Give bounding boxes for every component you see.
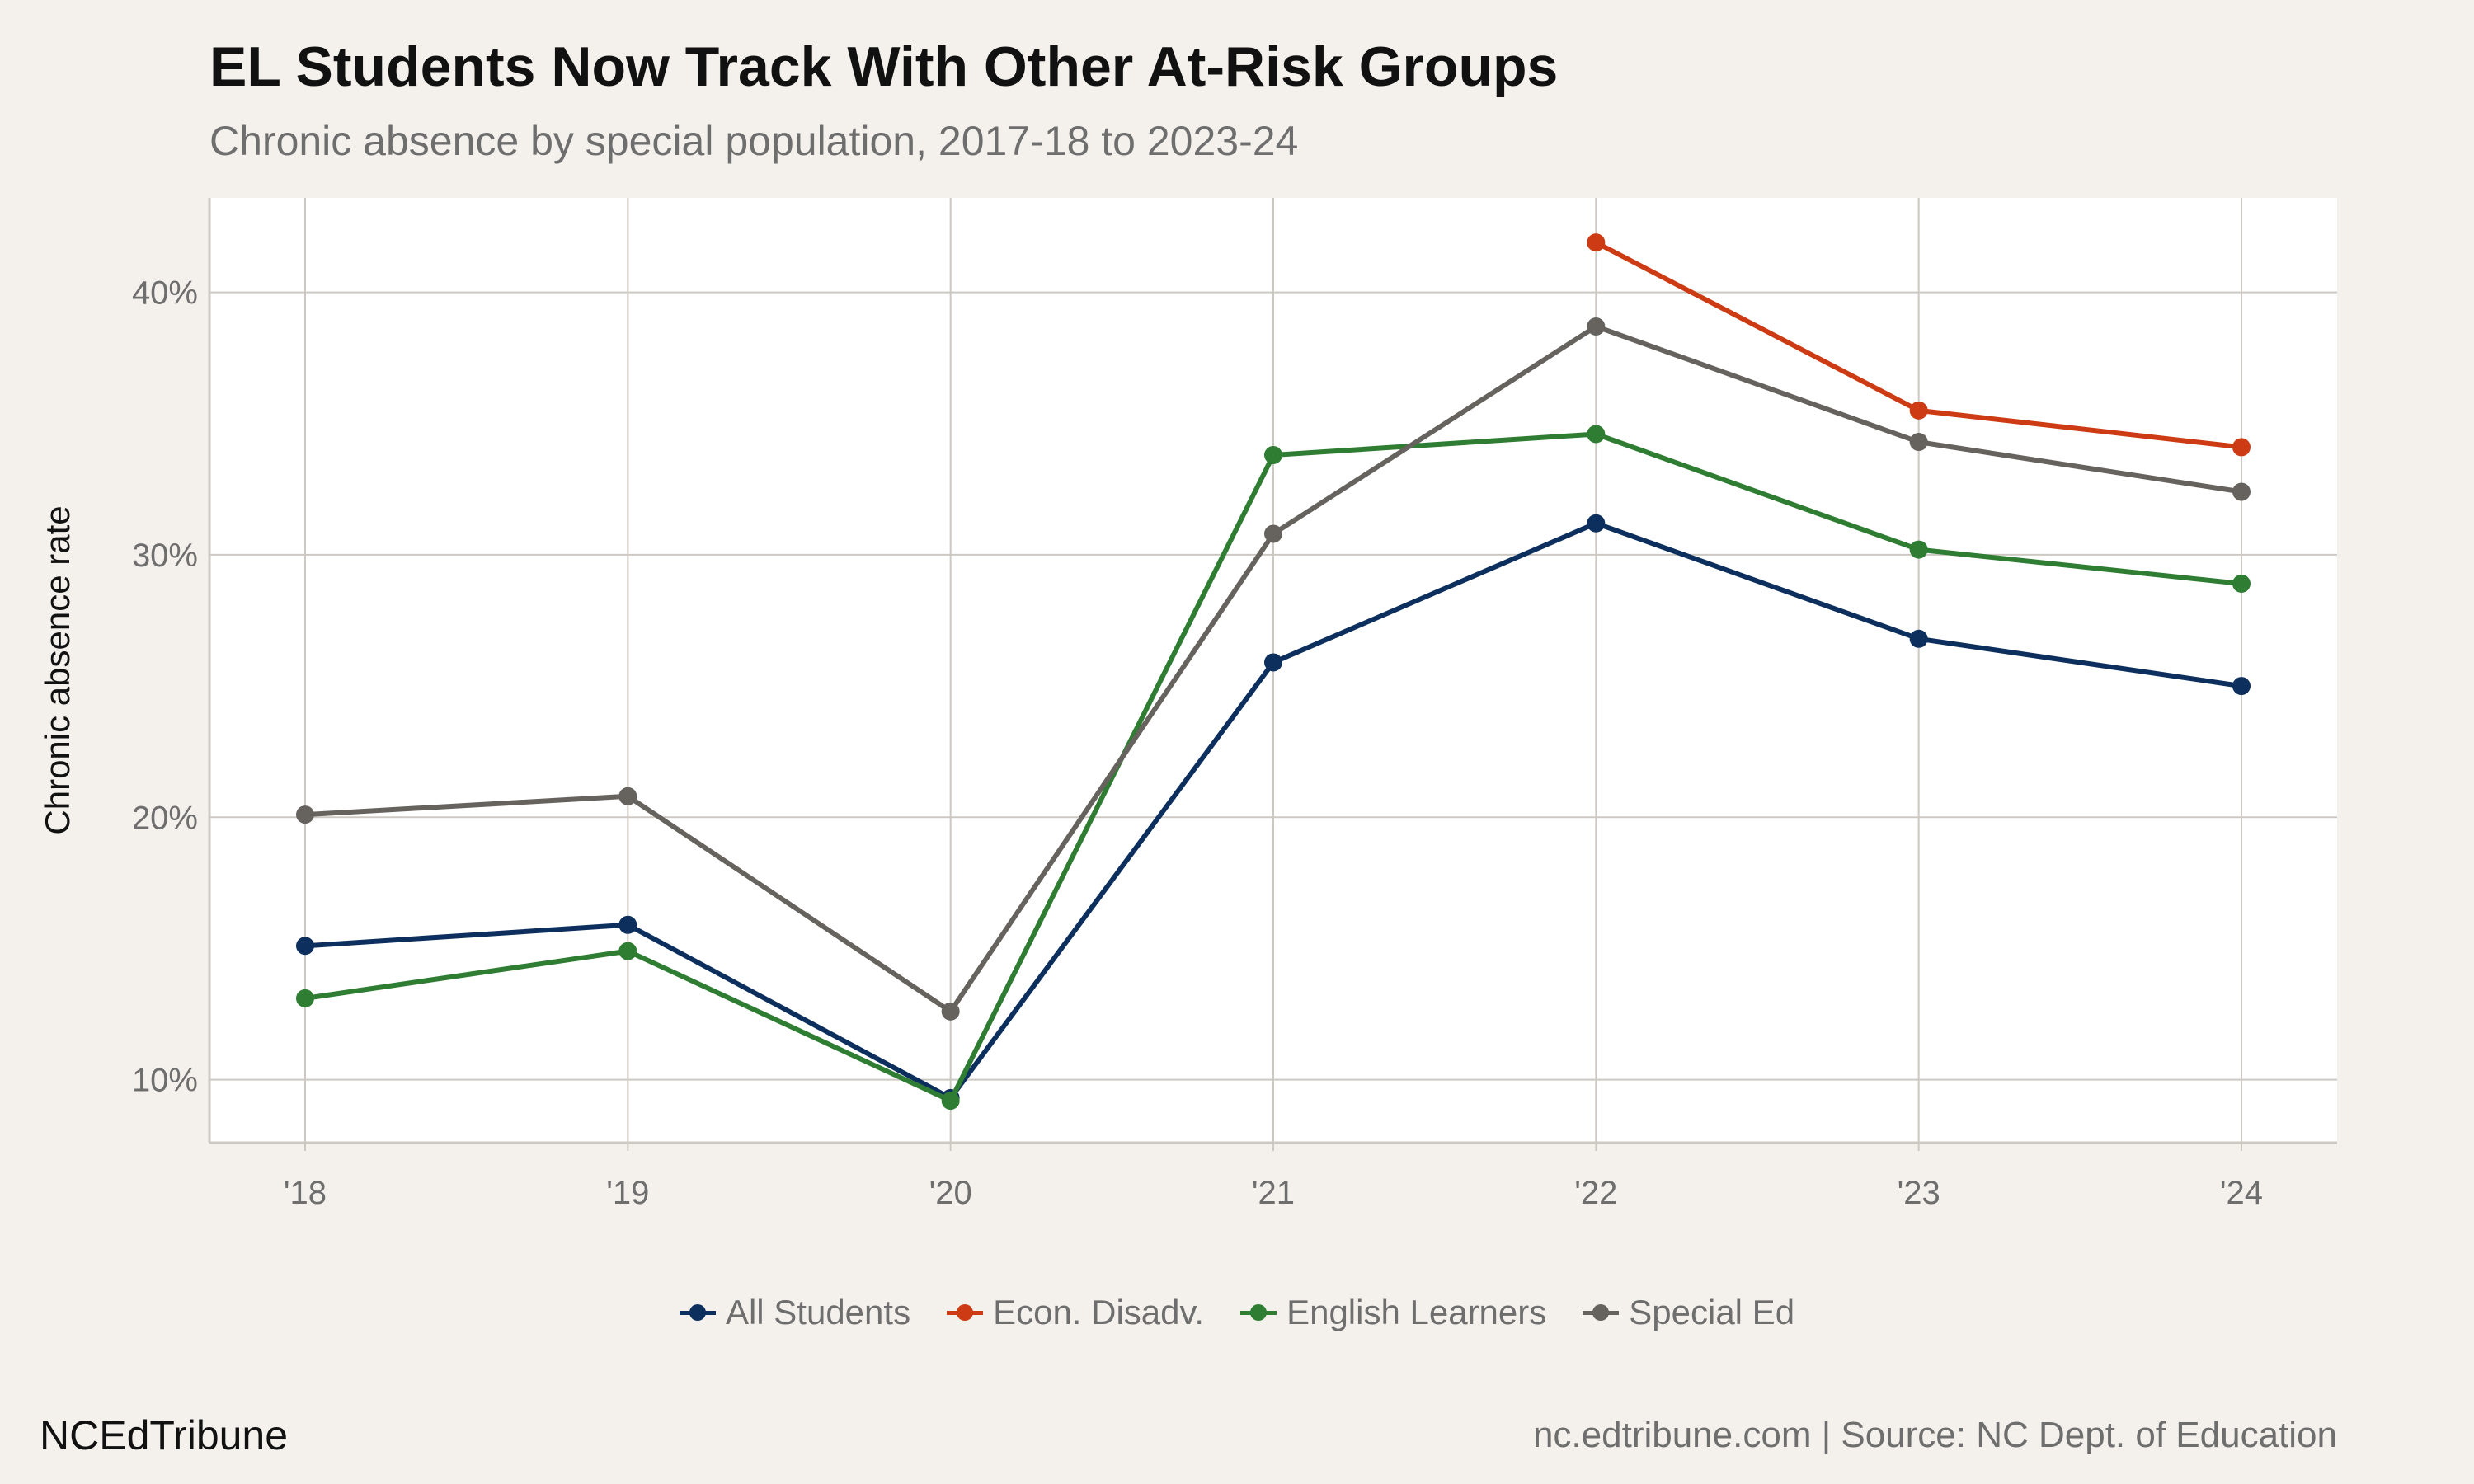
data-point-special-ed (618, 787, 637, 805)
y-tick-label: 40% (132, 275, 198, 312)
legend-key-icon (679, 1298, 716, 1327)
data-point-all-students (2232, 677, 2251, 696)
legend-label: All Students (725, 1293, 911, 1331)
legend-item: English Learners (1240, 1293, 1546, 1332)
data-point-special-ed (1587, 317, 1606, 336)
legend-item: Econ. Disadv. (947, 1293, 1204, 1332)
chart-legend: All Students Econ. Disadv. English Learner… (0, 1293, 2474, 1332)
legend-item: All Students (679, 1293, 911, 1332)
x-tick-label: '20 (929, 1175, 972, 1211)
data-point-econ-disadv (1909, 401, 1928, 420)
legend-label: Econ. Disadv. (993, 1293, 1205, 1331)
data-point-all-students (1264, 653, 1282, 672)
y-tick-label: 20% (132, 800, 198, 836)
data-point-english-learners (618, 942, 637, 960)
data-point-econ-disadv (2232, 438, 2251, 457)
x-tick-label: '23 (1898, 1175, 1940, 1211)
data-point-special-ed (941, 1002, 960, 1021)
legend-item: Special Ed (1583, 1293, 1794, 1332)
y-tick-label: 30% (132, 538, 198, 574)
data-point-english-learners (1909, 540, 1928, 559)
data-point-english-learners (941, 1092, 960, 1111)
source-credit: nc.edtribune.com | Source: NC Dept. of E… (1532, 1415, 2337, 1455)
data-point-econ-disadv (1587, 233, 1606, 252)
data-point-english-learners (1264, 445, 1282, 464)
data-point-special-ed (1909, 433, 1928, 452)
y-axis-title: Chronic absence rate (38, 505, 77, 834)
brand-logo-text: NCEdTribune (40, 1412, 289, 1458)
x-tick-label: '24 (2220, 1175, 2263, 1211)
legend-label: Special Ed (1629, 1293, 1795, 1331)
x-tick-label: '19 (606, 1175, 649, 1211)
x-tick-label: '18 (284, 1175, 327, 1211)
data-point-all-students (618, 915, 637, 934)
chart-title: EL Students Now Track With Other At-Risk… (209, 35, 1559, 98)
legend-label: English Learners (1286, 1293, 1547, 1331)
data-point-english-learners (2232, 574, 2251, 593)
data-point-special-ed (1264, 524, 1282, 543)
legend-key-icon (1583, 1298, 1620, 1327)
x-tick-label: '22 (1574, 1175, 1617, 1211)
x-tick-label: '21 (1252, 1175, 1295, 1211)
data-point-english-learners (1587, 425, 1606, 444)
data-point-all-students (1909, 629, 1928, 648)
data-point-all-students (1587, 514, 1606, 533)
y-tick-label: 10% (132, 1063, 198, 1099)
chart-subtitle: Chronic absence by special population, 2… (209, 118, 1299, 164)
data-point-special-ed (296, 805, 314, 824)
data-point-all-students (296, 937, 314, 956)
data-point-special-ed (2232, 482, 2251, 501)
legend-key-icon (947, 1298, 984, 1327)
data-point-english-learners (296, 989, 314, 1007)
legend-key-icon (1240, 1298, 1277, 1327)
